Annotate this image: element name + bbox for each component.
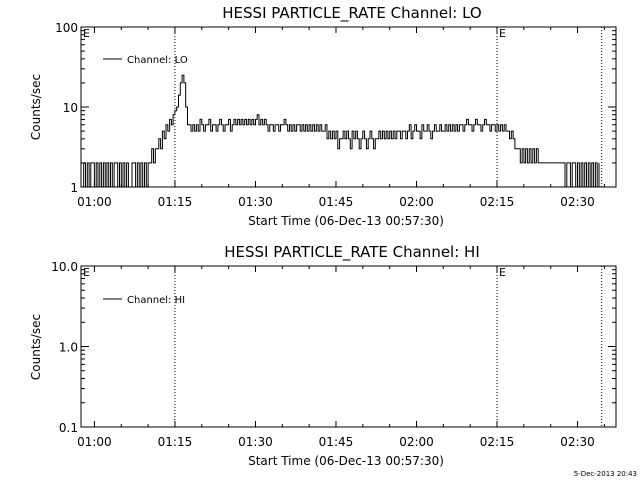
y-tick-label: 100 bbox=[55, 21, 78, 35]
x-tick-label: 01:30 bbox=[238, 435, 273, 449]
x-tick-label: 01:00 bbox=[77, 195, 112, 209]
chart-hi-corner-label: E bbox=[83, 266, 90, 279]
x-tick-label: 02:30 bbox=[560, 435, 595, 449]
x-tick-label: 02:15 bbox=[480, 195, 515, 209]
x-tick-label: 02:00 bbox=[399, 195, 434, 209]
chart-hi-legend-entry: Channel: HI bbox=[127, 295, 185, 306]
event-marker-label: E bbox=[499, 266, 506, 279]
footer-timestamp: 5-Dec-2013 20:43 bbox=[574, 470, 637, 478]
chart-lo-ylabel: Counts/sec bbox=[29, 74, 43, 140]
chart-lo-x-ticks: 01:00 01:15 01:30 01:45 02:00 02:15 02:30 bbox=[77, 27, 605, 209]
x-tick-label: 02:00 bbox=[399, 435, 434, 449]
x-tick-label: 01:15 bbox=[158, 195, 193, 209]
y-tick-label: 10.0 bbox=[51, 260, 78, 274]
chart-hi-legend: Channel: HI bbox=[103, 295, 185, 306]
x-tick-label: 01:00 bbox=[77, 435, 112, 449]
chart-hi-title: HESSI PARTICLE_RATE Channel: HI bbox=[224, 243, 480, 262]
x-tick-label: 01:15 bbox=[158, 435, 193, 449]
event-marker-label: E bbox=[499, 27, 506, 40]
chart-hi-ylabel: Counts/sec bbox=[29, 314, 43, 380]
chart-hi-xlabel: Start Time (06-Dec-13 00:57:30) bbox=[248, 454, 444, 468]
chart-hi-y-ticks: 0.1 1.0 10.0 bbox=[51, 260, 616, 435]
y-tick-label: 1 bbox=[70, 181, 78, 195]
chart-lo-series-line bbox=[81, 74, 600, 188]
chart-lo-y-ticks: 1 10 100 bbox=[55, 21, 616, 195]
x-tick-label: 02:15 bbox=[480, 435, 515, 449]
chart-lo-legend: Channel: LO bbox=[103, 55, 188, 66]
chart-lo-corner-label: E bbox=[83, 27, 90, 40]
x-tick-label: 01:45 bbox=[319, 195, 354, 209]
chart-lo: HESSI PARTICLE_RATE Channel: LO 01:00 01:… bbox=[29, 4, 617, 228]
chart-lo-xlabel: Start Time (06-Dec-13 00:57:30) bbox=[248, 214, 444, 228]
y-tick-label: 0.1 bbox=[59, 421, 78, 435]
chart-lo-legend-entry: Channel: LO bbox=[127, 55, 188, 66]
x-tick-label: 02:30 bbox=[560, 195, 595, 209]
chart-hi-plot-frame bbox=[80, 265, 617, 428]
x-tick-label: 01:30 bbox=[238, 195, 273, 209]
chart-hi: HESSI PARTICLE_RATE Channel: HI 01:00 01:… bbox=[29, 243, 617, 468]
y-tick-label: 1.0 bbox=[59, 341, 78, 355]
chart-lo-title: HESSI PARTICLE_RATE Channel: LO bbox=[222, 4, 481, 23]
chart-lo-markers: E bbox=[174, 27, 603, 187]
x-tick-label: 01:45 bbox=[319, 435, 354, 449]
y-tick-label: 10 bbox=[63, 101, 78, 115]
chart-hi-markers: E bbox=[174, 266, 603, 427]
chart-hi-x-ticks: 01:00 01:15 01:30 01:45 02:00 02:15 02:30 bbox=[77, 266, 605, 449]
